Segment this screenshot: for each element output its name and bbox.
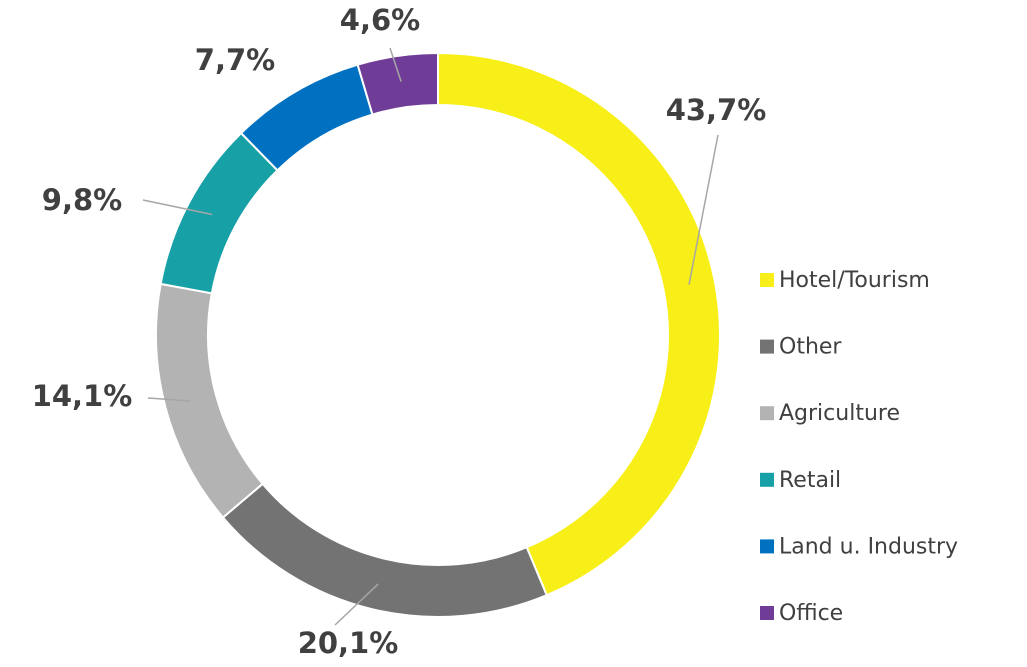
- legend-swatch: [760, 539, 774, 554]
- legend-label: Hotel/Tourism: [779, 268, 930, 293]
- donut-slice: [159, 131, 279, 295]
- data-label: 43,7%: [666, 93, 767, 127]
- legend-swatch: [760, 406, 774, 421]
- donut-slice: [239, 63, 374, 172]
- legend-label: Agriculture: [779, 401, 900, 426]
- legend-label: Other: [779, 335, 842, 360]
- data-label: 14,1%: [32, 379, 133, 413]
- legend-label: Office: [779, 601, 843, 626]
- legend-swatch: [760, 273, 774, 287]
- data-label: 4,6%: [340, 3, 420, 37]
- legend-swatch: [760, 472, 774, 487]
- donut-slice: [356, 51, 439, 116]
- leader-line: [147, 397, 191, 402]
- data-label: 20,1%: [298, 626, 399, 660]
- leader-line: [389, 47, 402, 82]
- leader-line: [334, 583, 379, 626]
- donut-slice: [437, 51, 722, 597]
- legend-label: Land u. Industry: [779, 534, 958, 559]
- donut-slice: [155, 282, 265, 519]
- leader-line: [688, 134, 719, 285]
- legend-label: Retail: [779, 468, 841, 493]
- legend-swatch: [760, 606, 774, 620]
- data-label: 7,7%: [195, 43, 275, 77]
- leader-line: [142, 199, 213, 216]
- legend-swatch: [760, 339, 774, 354]
- data-label: 9,8%: [42, 183, 122, 217]
- donut-slice: [221, 482, 549, 618]
